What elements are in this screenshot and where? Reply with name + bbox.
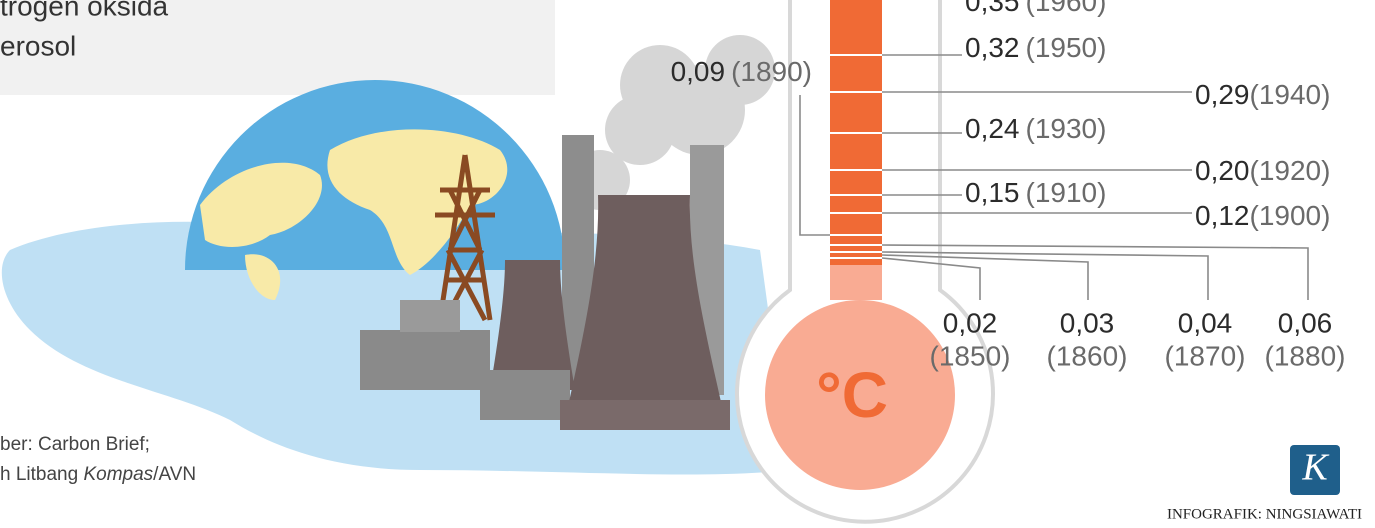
intro-line: erosol <box>0 30 76 61</box>
tower-base <box>560 400 730 430</box>
text-part: 0,32 <box>965 32 1020 63</box>
unit: °C <box>816 359 888 431</box>
text-part: 0,29 <box>1195 79 1250 110</box>
text-part: (1950) <box>1026 32 1107 63</box>
reading: 0,32 (1950) <box>965 32 1106 63</box>
building <box>480 370 570 420</box>
reading-value: 0,03 <box>1060 307 1115 338</box>
reading-value: 0,06 <box>1278 307 1333 338</box>
text-part: (1910) <box>1026 177 1107 208</box>
reading-year: (1880) <box>1265 340 1346 371</box>
text-part: 0,24 <box>965 113 1020 144</box>
reading-year: (1860) <box>1047 340 1128 371</box>
text-part: 0,35 <box>965 0 1020 17</box>
text-part: (1900) <box>1250 200 1331 231</box>
reading: 0,29(1940) <box>1195 79 1330 110</box>
intro-panel <box>0 0 555 95</box>
reading-year: (1870) <box>1165 340 1246 371</box>
text-part: /AVN <box>153 464 196 485</box>
building <box>360 330 490 390</box>
continent <box>245 254 281 300</box>
text-part: (1890) <box>731 56 812 87</box>
reading-value: 0,04 <box>1178 307 1233 338</box>
thermometer-ticks <box>830 54 882 259</box>
logo: K <box>1301 447 1329 489</box>
text-part: 0,15 <box>965 177 1020 208</box>
text-part: (1930) <box>1026 113 1107 144</box>
reading: 0,24 (1930) <box>965 113 1106 144</box>
source: ber: Carbon Brief; <box>0 434 150 455</box>
reading: 0,12(1900) <box>1195 200 1330 231</box>
continent <box>200 162 322 247</box>
leader-lines <box>799 54 1309 300</box>
cooling-tower <box>490 260 575 390</box>
text-part: 0,09 <box>671 56 726 87</box>
cooling-tower <box>565 195 725 420</box>
reading: 0,09 (1890) <box>671 56 812 87</box>
logo-box <box>1290 445 1340 495</box>
pylon <box>435 154 495 322</box>
thermometer-bulb <box>765 300 955 490</box>
text-part: h Litbang <box>0 464 83 485</box>
text-part: (1920) <box>1250 155 1331 186</box>
text-part: 0,12 <box>1195 200 1250 231</box>
text-part: (1940) <box>1250 79 1331 110</box>
source: h Litbang Kompas/AVN <box>0 464 196 485</box>
credit: INFOGRAFIK: NINGSIAWATI <box>1167 506 1362 522</box>
text-part: 0,20 <box>1195 155 1250 186</box>
building <box>400 300 460 332</box>
intro-line: trogen oksida <box>0 0 169 21</box>
reading: 0,35 (1960) <box>965 0 1106 17</box>
reading-value: 0,02 <box>943 307 998 338</box>
reading-year: (1850) <box>930 340 1011 371</box>
reading: 0,15 (1910) <box>965 177 1106 208</box>
text-part: (1960) <box>1026 0 1107 17</box>
smoke <box>570 35 775 210</box>
text-part: Kompas <box>83 464 153 485</box>
reading: 0,20(1920) <box>1195 155 1330 186</box>
